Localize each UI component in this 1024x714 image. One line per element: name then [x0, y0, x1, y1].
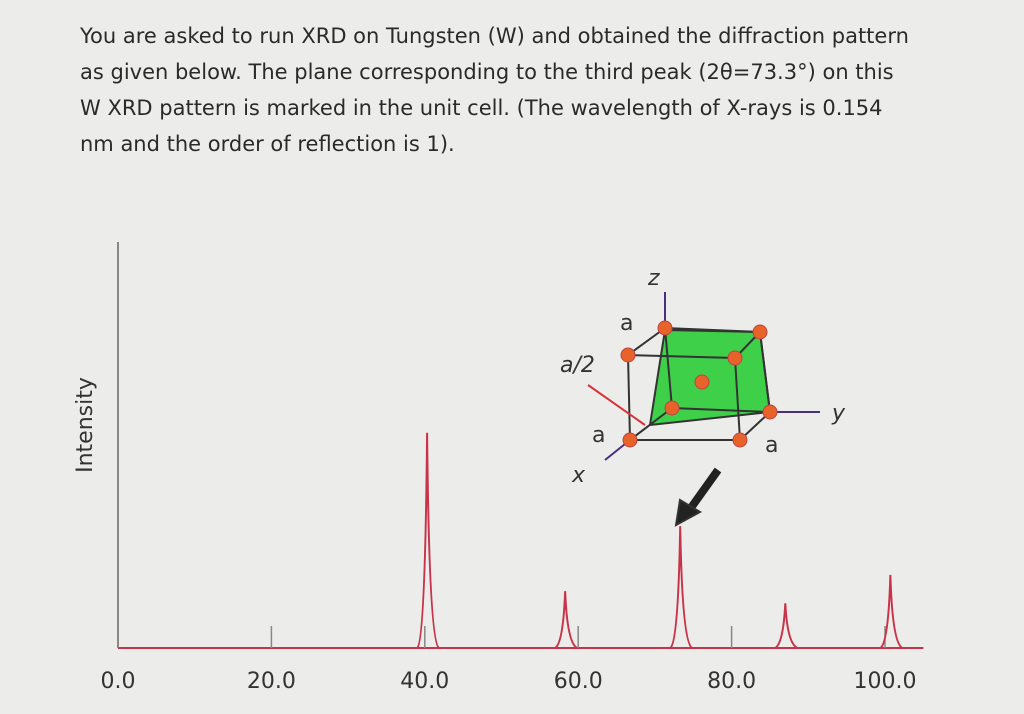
- peak: [554, 591, 578, 649]
- half-arrow: [587, 384, 646, 426]
- x-tick-label: 80.0: [707, 669, 756, 694]
- x-tick-label: 40.0: [400, 669, 449, 694]
- atom: [694, 374, 710, 390]
- annotation: z: [647, 266, 660, 291]
- atom: [762, 404, 778, 420]
- atom: [622, 432, 638, 448]
- edge: [629, 407, 673, 441]
- annotation: x: [571, 463, 586, 488]
- y-axis-label: Intensity: [73, 377, 98, 473]
- atom: [664, 400, 680, 416]
- peak: [879, 574, 904, 649]
- peak: [669, 526, 693, 649]
- question-text: You are asked to run XRD on Tungsten (W)…: [80, 24, 909, 156]
- x-tick-label: 100.0: [854, 669, 917, 694]
- x-tick-label: 0.0: [101, 669, 136, 694]
- x-tick-label: 20.0: [247, 669, 296, 694]
- atom: [727, 350, 743, 366]
- annotation: a: [765, 433, 778, 458]
- atom: [657, 320, 673, 336]
- annotation: a/2: [560, 353, 595, 378]
- atom: [732, 432, 748, 448]
- atoms: [620, 320, 778, 448]
- annotation: a: [592, 423, 605, 448]
- annotation: a: [620, 311, 633, 336]
- peak: [416, 432, 440, 649]
- atom: [620, 347, 636, 363]
- peak-arrow-head: [674, 498, 703, 527]
- peak-arrow: [684, 467, 722, 515]
- annotation: y: [831, 401, 846, 426]
- edge: [627, 327, 666, 356]
- atom: [752, 324, 768, 340]
- peak: [774, 603, 798, 649]
- x-tick-label: 60.0: [554, 669, 603, 694]
